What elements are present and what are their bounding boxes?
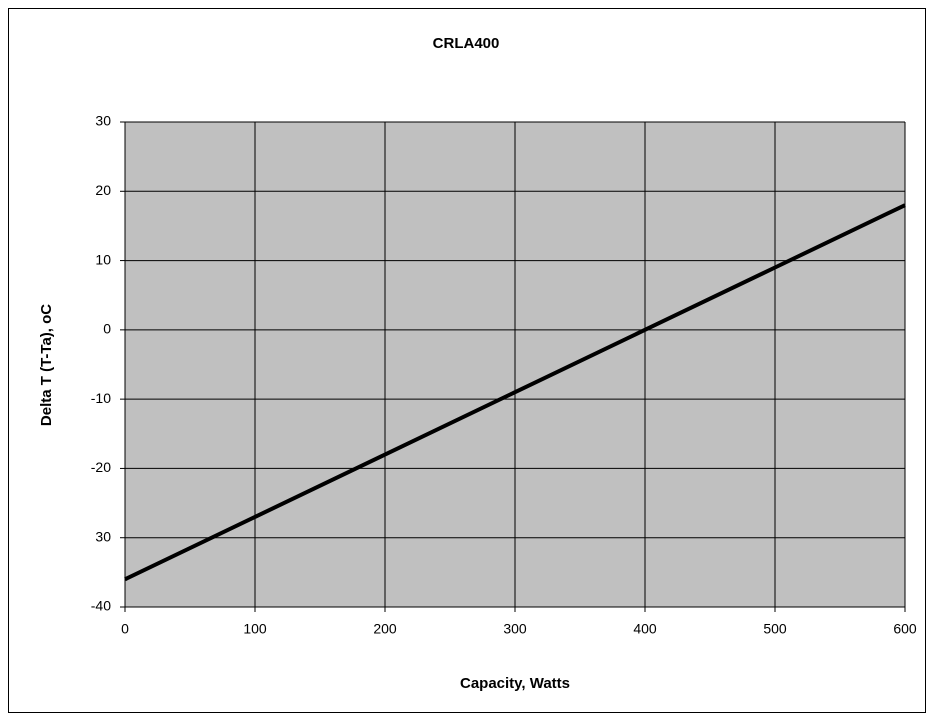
x-tick-label: 0 [121,621,129,637]
y-tick-label: -40 [91,598,111,614]
x-tick-label: 400 [633,621,657,637]
y-tick-label: -20 [91,459,111,475]
x-tick-label: 600 [893,621,917,637]
y-tick-label: -10 [91,390,111,406]
x-axis-label: Capacity, Watts [460,675,570,692]
data-line [124,203,906,582]
y-tick-label: 30 [95,113,111,129]
y-tick-label: 10 [95,251,111,267]
y-tick-label: 20 [95,182,111,198]
x-tick-label: 100 [243,621,267,637]
chart-title: CRLA400 [433,35,500,52]
x-tick-label: 500 [763,621,787,637]
y-tick-label: 0 [103,321,111,337]
y-tick-label: 30 [95,528,111,544]
y-axis-label: Delta T (T-Ta), oC [38,304,55,426]
x-tick-label: 300 [503,621,527,637]
x-tick-label: 200 [373,621,397,637]
